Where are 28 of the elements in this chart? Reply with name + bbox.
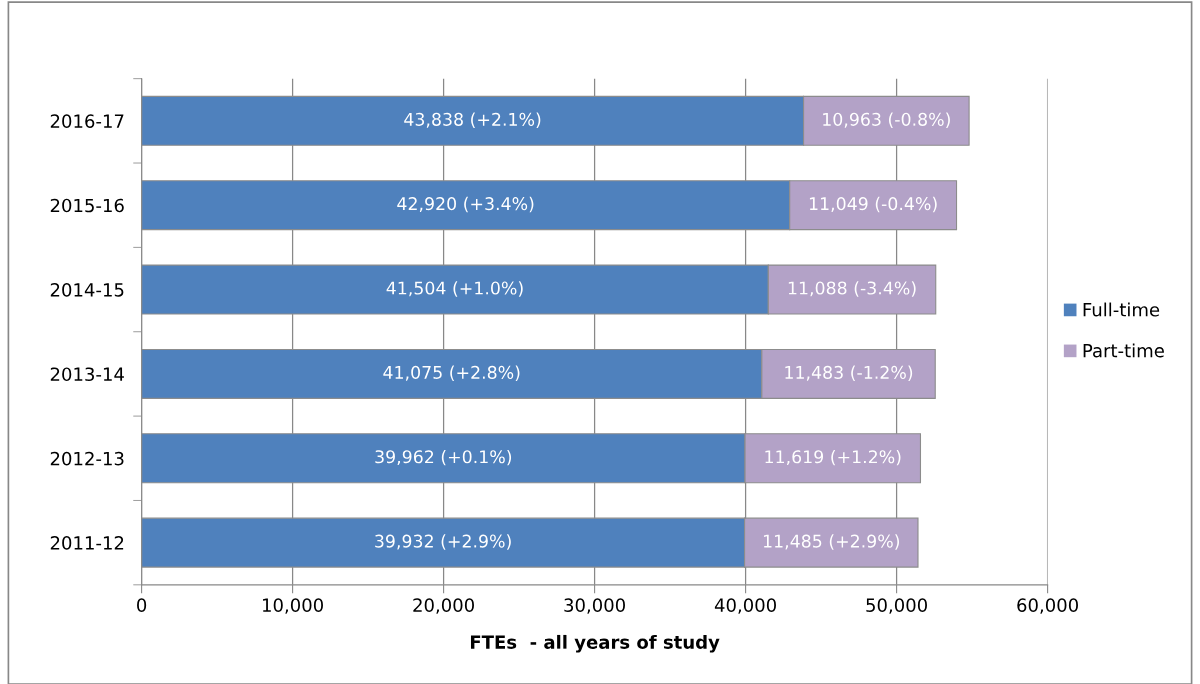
data-label: 41,504 (+1.0%) <box>386 281 523 297</box>
x-tick-label: 30,000 <box>564 598 625 614</box>
data-label: 11,619 (+1.2%) <box>765 449 901 466</box>
x-tick-label: 60,000 <box>1017 598 1078 614</box>
data-label: 11,088 (-3.4%) <box>788 281 916 297</box>
data-label: 39,932 (+2.9%) <box>375 534 511 550</box>
y-tick-label: 2011-12 <box>50 536 124 550</box>
data-label: 42,920 (+3.4%) <box>397 196 534 213</box>
data-label: 39,962 (+0.1%) <box>375 449 512 466</box>
y-tick-label: 2015-16 <box>50 198 124 213</box>
legend-label: Full-time <box>1083 302 1160 317</box>
data-label: 11,483 (-1.2%) <box>785 365 913 381</box>
y-tick-label: 2013-14 <box>50 367 124 382</box>
data-label: 11,485 (+2.9%) <box>763 534 900 550</box>
x-tick-label: 40,000 <box>714 598 776 614</box>
data-label: 11,049 (-0.4%) <box>809 196 937 213</box>
x-tick-label: 10,000 <box>262 598 323 614</box>
x-tick-label: 50,000 <box>866 598 927 614</box>
data-label: 41,075 (+2.8%) <box>383 365 520 381</box>
x-tick-label: 20,000 <box>413 598 474 614</box>
y-tick-label: 2016-17 <box>50 114 124 128</box>
data-label: 10,963 (-0.8%) <box>823 112 950 128</box>
x-tick-label: 0 <box>137 598 147 612</box>
x-axis-title: FTEs - all years of study <box>470 634 720 653</box>
data-label: 43,838 (+2.1%) <box>404 112 541 128</box>
y-tick-label: 2012-13 <box>50 451 124 466</box>
y-tick-label: 2014-15 <box>50 283 124 297</box>
legend-label: Part-time <box>1083 343 1164 358</box>
